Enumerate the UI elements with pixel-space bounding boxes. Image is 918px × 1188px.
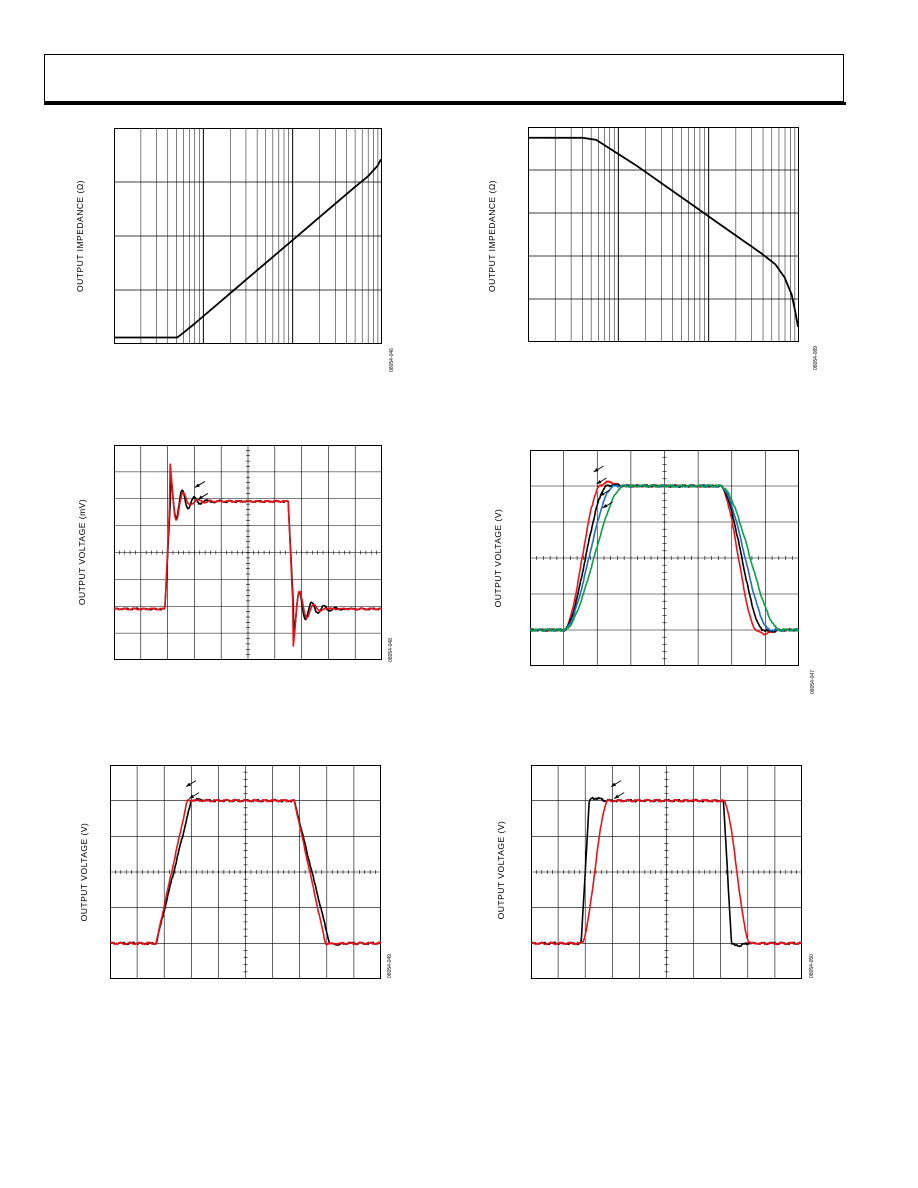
header-rule	[44, 102, 846, 105]
annotation-arrowhead	[611, 782, 617, 787]
series-line-0	[528, 136, 799, 328]
y-axis-label: OUTPUT VOLTAGE (V)	[496, 820, 506, 920]
series-line-1	[531, 798, 802, 946]
series-line-2	[530, 484, 799, 632]
y-axis-label: OUTPUT VOLTAGE (mV)	[77, 498, 87, 606]
figure-id: 08054-048	[388, 638, 394, 662]
annotation-arrowhead	[599, 492, 605, 496]
figure-id: 08054-047	[810, 670, 816, 694]
y-axis-label: OUTPUT IMPEDANCE (Ω)	[75, 179, 85, 293]
annotation-arrowhead	[602, 504, 608, 508]
y-axis-label: OUTPUT VOLTAGE (V)	[79, 822, 89, 922]
plot-area-3	[530, 450, 799, 666]
y-axis-label: OUTPUT VOLTAGE (V)	[493, 508, 503, 608]
figure-id: 08054-046	[389, 348, 395, 372]
plot-area-1	[528, 127, 799, 342]
annotation-arrowhead	[194, 483, 200, 488]
header-box	[44, 54, 844, 102]
annotation-arrowhead	[189, 794, 195, 799]
series-line-3	[530, 484, 799, 632]
plot-area-5	[531, 765, 802, 979]
figure-id: 08054-049	[387, 954, 393, 978]
annotation-arrowhead	[596, 480, 602, 484]
series-line-0	[114, 158, 382, 339]
plot-area-0	[114, 128, 382, 344]
y-axis-label: OUTPUT IMPEDANCE (Ω)	[487, 179, 497, 293]
series-line-1	[114, 463, 382, 647]
figure-id: 08054-089	[813, 346, 819, 370]
figure-id: 08054-050	[809, 954, 815, 978]
annotation-arrowhead	[593, 468, 599, 472]
plot-frame	[528, 127, 799, 342]
series-line-1	[110, 798, 381, 946]
annotation-arrowhead	[197, 495, 203, 500]
annotation-arrowhead	[614, 794, 620, 799]
plot-area-4	[110, 765, 381, 979]
plot-area-2	[114, 445, 382, 660]
annotation-arrowhead	[186, 782, 192, 787]
